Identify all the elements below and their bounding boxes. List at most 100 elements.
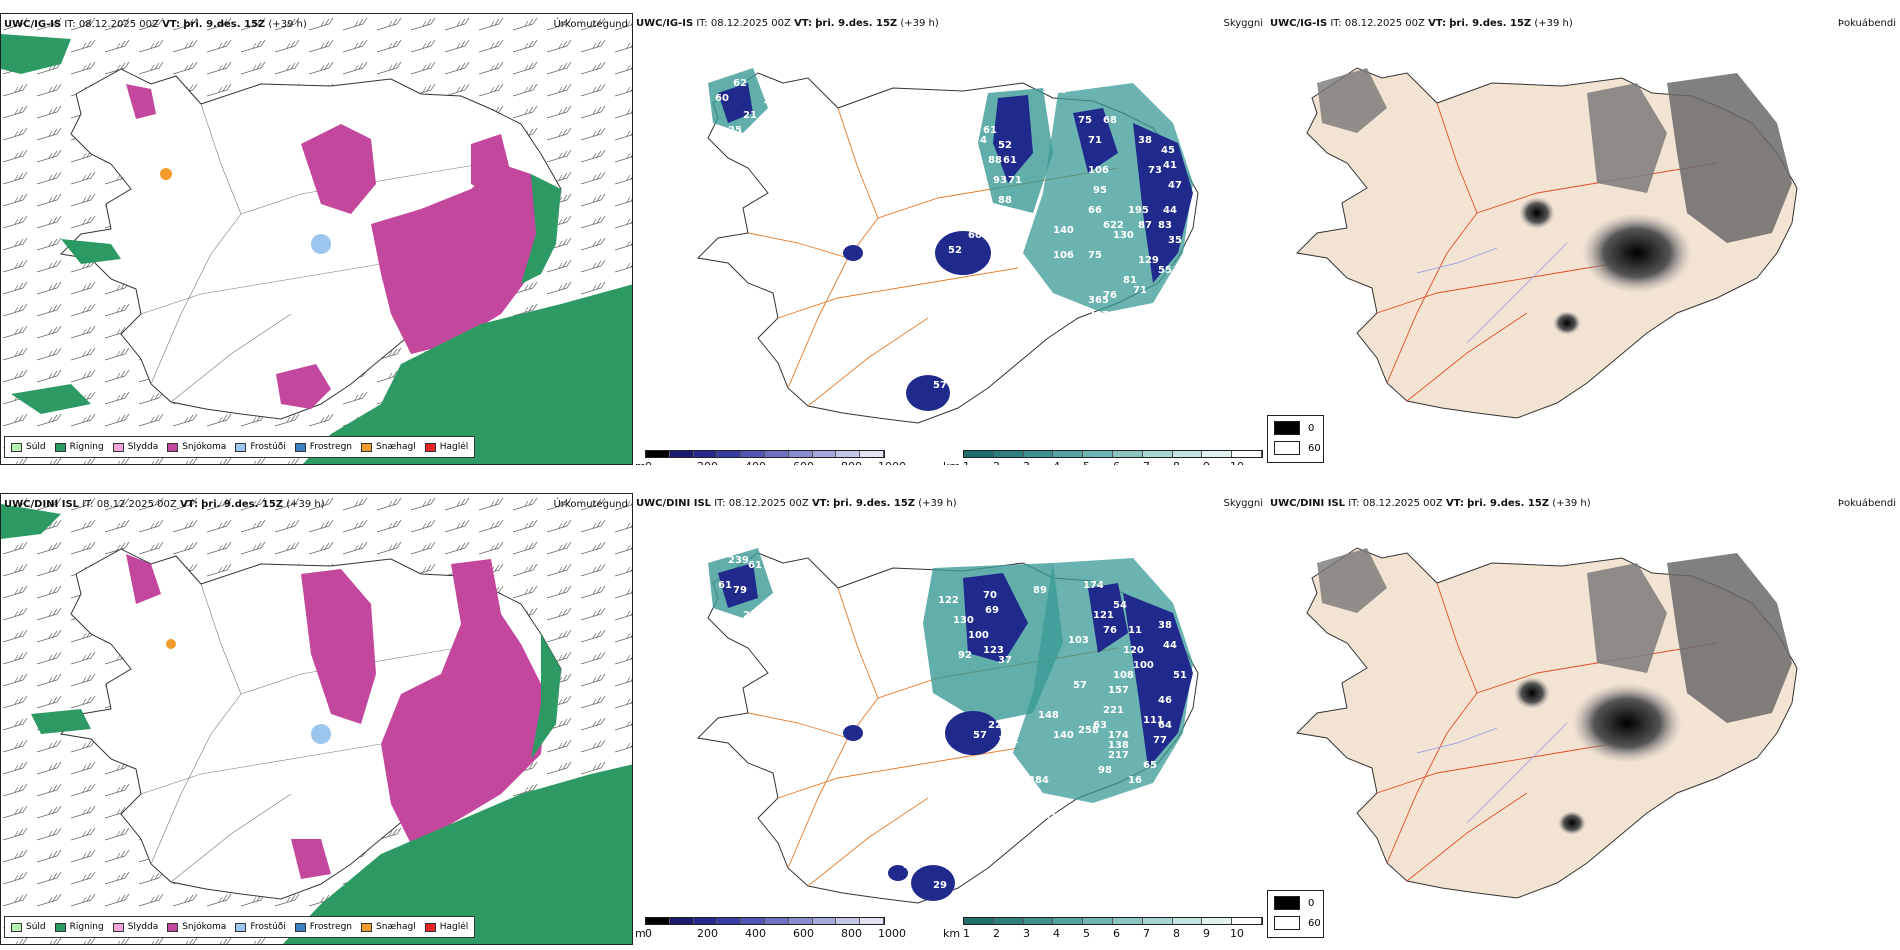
colorbar-km-tick: 7 bbox=[1143, 460, 1150, 465]
visibility-value-label: 37 bbox=[998, 655, 1012, 666]
colorbar-km-tick: 4 bbox=[1053, 460, 1060, 465]
fog-legend-black-row: 0 bbox=[1274, 896, 1314, 910]
visibility-value-label: 16 bbox=[1128, 775, 1142, 786]
fog-legend-white-label: 60 bbox=[1308, 442, 1321, 454]
colorbar-km-tick: 7 bbox=[1143, 927, 1150, 940]
colorbar-m-tick: 800 bbox=[841, 460, 862, 465]
visibility-value-label: 195 bbox=[1128, 205, 1149, 216]
visibility-value-label: 239 bbox=[728, 555, 749, 566]
legend-label: Snæhagl bbox=[376, 922, 416, 932]
colorbar-m-swatches bbox=[645, 450, 885, 458]
legend-label: Haglél bbox=[439, 922, 469, 932]
colorbar-m-unit: m bbox=[635, 460, 646, 465]
legend-swatch bbox=[167, 442, 179, 452]
visibility-value-label: 157 bbox=[1108, 685, 1129, 696]
road-network bbox=[140, 103, 482, 403]
colorbar-km-tick: 2 bbox=[993, 460, 1000, 465]
colorbar-km-tick: 4 bbox=[1053, 927, 1060, 940]
visibility-value-label: 106 bbox=[1088, 165, 1109, 176]
colorbar-km-tick: 9 bbox=[1203, 460, 1210, 465]
fog-legend-black-label: 0 bbox=[1308, 897, 1315, 909]
visibility-value-label: 100 bbox=[1133, 660, 1154, 671]
legend-item-frostregn: Frostregn bbox=[294, 922, 352, 932]
visibility-value-label: 74 bbox=[973, 135, 987, 146]
fog-legend-bottom: 0 60 bbox=[1267, 890, 1324, 938]
legend-swatch bbox=[361, 442, 373, 452]
visibility-value-label: 88 bbox=[998, 195, 1012, 206]
legend-label: Haglél bbox=[439, 442, 469, 452]
visibility-value-label: 95 bbox=[1093, 185, 1107, 196]
visibility-fields bbox=[708, 548, 1193, 901]
iceland-outline bbox=[1295, 547, 1798, 899]
visibility-value-label: 70 bbox=[983, 590, 997, 601]
visibility-value-label: 92 bbox=[958, 650, 972, 661]
colorbar-m-tick: 800 bbox=[841, 927, 862, 940]
colorbar-m-tick: 0 bbox=[645, 460, 652, 465]
visibility-value-label: 73 bbox=[1148, 165, 1162, 176]
colorbar-km-tick: 5 bbox=[1083, 927, 1090, 940]
colorbar-km-tick: 1 bbox=[963, 927, 970, 940]
legend-swatch bbox=[361, 922, 373, 932]
visibility-value-label: 50 bbox=[903, 860, 917, 871]
visibility-value-label: 207 bbox=[1088, 310, 1109, 321]
legend-item-haglel: Haglél bbox=[424, 922, 469, 932]
visibility-value-label: 38 bbox=[1138, 135, 1152, 146]
legend-swatch bbox=[11, 922, 22, 932]
colorbar-m-tick: 600 bbox=[793, 460, 814, 465]
visibility-value-label: 384 bbox=[1028, 775, 1049, 786]
legend-item-frostudi: Frostúði bbox=[235, 442, 286, 452]
visibility-value-label: 47 bbox=[1168, 180, 1182, 191]
colorbar-km-tick: 6 bbox=[1113, 460, 1120, 465]
visibility-type-label-bottom: Skyggni bbox=[1223, 498, 1263, 509]
visibility-value-label: 622 bbox=[1103, 220, 1124, 231]
legend-label: Súld bbox=[26, 922, 46, 932]
visibility-value-label: 45 bbox=[1161, 145, 1175, 156]
colorbar-km-swatches bbox=[963, 917, 1263, 925]
visibility-value-label: 365 bbox=[1088, 295, 1109, 306]
legend-item-snaehagl: Snæhagl bbox=[361, 922, 416, 932]
visibility-value-label: 120 bbox=[1123, 645, 1144, 656]
visibility-value-label: 122 bbox=[938, 595, 959, 606]
visibility-value-label: 87 bbox=[1138, 220, 1152, 231]
fog-legend-black-swatch bbox=[1274, 896, 1300, 910]
visibility-value-label: 11 bbox=[1043, 810, 1057, 821]
visibility-value-label: 25 bbox=[743, 610, 757, 621]
fog-map-top bbox=[1295, 67, 1798, 419]
visibility-value-label: 61 bbox=[983, 125, 997, 136]
fog-fields bbox=[1317, 548, 1792, 835]
colorbar-m-bottom: m 0 200 400 600 800 1000 bbox=[635, 917, 935, 940]
visibility-value-label: 63 bbox=[1093, 720, 1107, 731]
fog-panel-bottom: UWC/DINI ISL IT: 08.12.2025 00Z VT: þri.… bbox=[1267, 493, 1900, 945]
fog-title-top: UWC/IG-IS IT: 08.12.2025 00Z VT: þri. 9.… bbox=[1270, 18, 1573, 29]
fog-legend-black-swatch bbox=[1274, 421, 1300, 435]
visibility-value-label: 217 bbox=[1108, 750, 1129, 761]
visibility-value-label: 61 bbox=[718, 580, 732, 591]
visibility-value-label: 95 bbox=[883, 220, 897, 231]
visibility-value-label: 60 bbox=[715, 93, 729, 104]
colorbar-m-tick: 400 bbox=[745, 927, 766, 940]
precip-map-bottom bbox=[1, 494, 632, 944]
legend-item-snaehagl: Snæhagl bbox=[361, 442, 416, 452]
colorbar-km-tick: 1 bbox=[963, 460, 970, 465]
fog-legend-white-row: 60 bbox=[1274, 916, 1321, 930]
visibility-value-label: 69 bbox=[985, 605, 999, 616]
visibility-value-label: 52 bbox=[998, 140, 1012, 151]
visibility-value-label: 138 bbox=[1108, 740, 1129, 751]
legend-swatch bbox=[167, 922, 179, 932]
colorbar-m-tick: 1000 bbox=[878, 927, 906, 940]
legend-label: Frostregn bbox=[309, 442, 353, 452]
legend-item-rigning: Rigning bbox=[54, 922, 104, 932]
colorbar-m-tick: 200 bbox=[697, 927, 718, 940]
visibility-value-label: 35 bbox=[1168, 235, 1182, 246]
precip-panel-bottom: UWC/DINI ISL IT: 08.12.2025 00Z VT: þri.… bbox=[0, 493, 633, 945]
colorbar-km-tick: 10 bbox=[1230, 927, 1244, 940]
precip-title-bottom: UWC/DINI ISL IT: 08.12.2025 00Z VT: þri.… bbox=[4, 499, 325, 510]
colorbar-km-bottom: km 1 2 3 4 5 6 7 8 9 10 bbox=[943, 917, 1265, 940]
colorbar-m-tick: 400 bbox=[745, 460, 766, 465]
visibility-value-label: 71 bbox=[1133, 285, 1147, 296]
fog-fields bbox=[1317, 68, 1792, 335]
visibility-value-label: 76 bbox=[1103, 290, 1117, 301]
precip-type-label-bottom: Úrkomutegund bbox=[553, 499, 628, 510]
